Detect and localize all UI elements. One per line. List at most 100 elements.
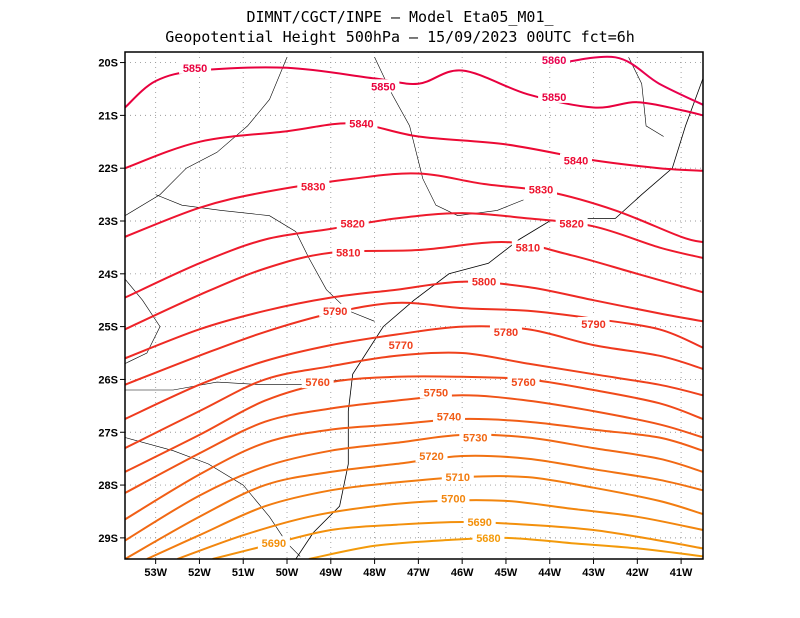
contour-label-bg: [336, 216, 369, 230]
coastline: [295, 78, 703, 559]
contour-5800: [125, 280, 703, 360]
contour-label-bg: [367, 79, 400, 93]
contour-label: 5730: [463, 433, 487, 445]
lon-tick-label: 50W: [276, 567, 299, 579]
contour-5830: [125, 172, 703, 244]
contour-label: 5820: [340, 219, 364, 231]
lat-tick-label: 26S: [98, 374, 118, 386]
contour-5850: [125, 66, 703, 117]
contour-label: 5850: [542, 92, 566, 104]
contour-label: 5840: [564, 155, 588, 167]
contour-label-bg: [538, 89, 571, 103]
contour-5740: [125, 417, 703, 521]
contour-label: 5750: [424, 388, 448, 400]
lat-tick-label: 29S: [98, 533, 118, 545]
state-border: [374, 57, 524, 217]
contour-label-bg: [301, 375, 334, 389]
contour-5730: [125, 433, 703, 542]
contour-label: 5740: [437, 411, 461, 423]
contour-label-bg: [511, 240, 544, 254]
contour-label-bg: [555, 216, 588, 230]
title-line-2: Geopotential Height 500hPa – 15/09/2023 …: [165, 28, 635, 46]
lat-tick-label: 27S: [98, 427, 118, 439]
lon-tick-label: 41W: [670, 567, 693, 579]
contour-label: 5710: [446, 472, 470, 484]
contour-5750: [125, 394, 703, 494]
contour-label-bg: [507, 375, 540, 389]
state-border: [628, 57, 664, 137]
lat-tick-label: 20S: [98, 58, 118, 70]
contour-label: 5810: [516, 242, 540, 254]
contour-label-bg: [538, 52, 571, 66]
contour-5790: [125, 301, 703, 386]
contour-label-bg: [415, 449, 448, 463]
contour-label-bg: [468, 274, 501, 288]
contour-label: 5760: [305, 377, 329, 389]
contour-label-bg: [384, 338, 417, 352]
contour-label: 5700: [441, 493, 465, 505]
lon-tick-label: 52W: [188, 567, 211, 579]
contour-5820: [125, 212, 703, 299]
contour-label-bg: [459, 430, 492, 444]
lon-tick-label: 43W: [582, 567, 605, 579]
contour-5860: [549, 55, 703, 106]
contour-label: 5690: [467, 517, 491, 529]
contour-label-bg: [179, 60, 212, 74]
lat-tick-label: 21S: [98, 110, 118, 122]
contour-labels: 5860 5850 5850 5850 5840 5840 5830 5830 5820 5820…: [179, 52, 610, 550]
contour-label: 5690: [262, 538, 286, 550]
contour-label: 5720: [419, 451, 443, 463]
contour-label: 5830: [529, 184, 553, 196]
contour-label-bg: [472, 530, 505, 544]
state-border: [125, 57, 288, 216]
lat-tick-label: 25S: [98, 322, 118, 334]
lat-tick-label: 23S: [98, 216, 118, 228]
contour-5770: [125, 351, 703, 449]
lon-tick-label: 51W: [232, 567, 255, 579]
contour-label-bg: [433, 409, 466, 423]
map-frame: [124, 51, 704, 560]
contour-label-bg: [441, 470, 474, 484]
contour-5810: [125, 241, 703, 331]
contour-5760: [125, 375, 703, 473]
contour-label: 5860: [542, 55, 566, 67]
lon-tick-label: 45W: [495, 567, 518, 579]
contour-label: 5800: [472, 277, 496, 289]
lat-tick-label: 22S: [98, 163, 118, 175]
axis-ticks: 20S 21S 22S 23S 24S 25S 26S 27S 28S 29S 53W 52W 51W 5…: [98, 58, 693, 579]
state-border: [155, 194, 375, 322]
lon-tick-label: 47W: [407, 567, 430, 579]
contour-label-bg: [560, 153, 593, 167]
lon-tick-label: 49W: [319, 567, 342, 579]
contour-5840: [125, 122, 703, 172]
lat-tick-label: 24S: [98, 269, 118, 281]
lon-tick-label: 46W: [451, 567, 474, 579]
contour-label-bg: [319, 303, 352, 317]
contour-5710: [146, 475, 703, 559]
contour-5720: [125, 454, 703, 559]
contour-label: 5790: [581, 319, 605, 331]
lon-tick-label: 44W: [538, 567, 561, 579]
map-geography: [125, 57, 703, 559]
contour-label-bg: [489, 324, 522, 338]
contour-label: 5680: [476, 533, 500, 545]
contour-label-bg: [332, 245, 365, 259]
contour-label: 5790: [323, 306, 347, 318]
contour-label: 5850: [371, 81, 395, 93]
contour-5780: [125, 325, 703, 420]
contour-label: 5810: [336, 248, 360, 260]
contour-label: 5770: [389, 340, 413, 352]
contour-label-bg: [463, 515, 496, 529]
contour-label: 5850: [183, 63, 207, 75]
contour-label-bg: [345, 116, 378, 130]
contour-label-bg: [257, 536, 290, 550]
contour-label: 5780: [494, 327, 518, 339]
contour-label: 5840: [349, 118, 373, 130]
contour-label-bg: [419, 385, 452, 399]
contour-label: 5830: [301, 182, 325, 194]
contour-label-bg: [437, 491, 470, 505]
lat-tick-label: 28S: [98, 480, 118, 492]
contour-label-bg: [577, 316, 610, 330]
contour-5680: [308, 536, 703, 559]
contour-lines: [125, 55, 703, 559]
